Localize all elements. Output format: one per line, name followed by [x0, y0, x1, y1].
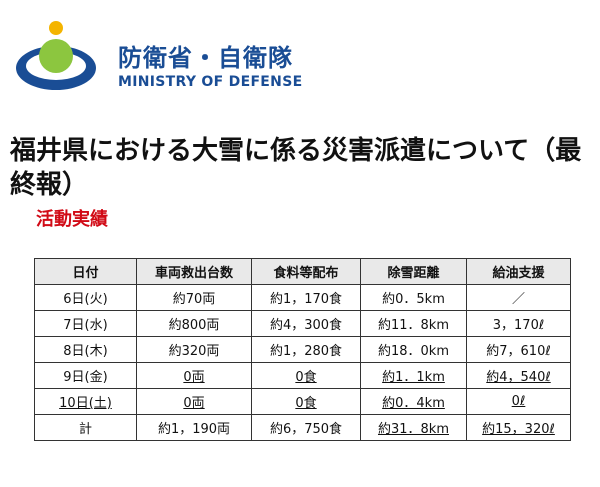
cell-snow: 約1．1km: [360, 362, 467, 389]
cell-food: 約4，300食: [251, 310, 361, 337]
cell-vehicles: 約70両: [136, 284, 252, 311]
cell-fuel: 3，170ℓ: [466, 310, 571, 337]
cell-vehicles: 約800両: [136, 310, 252, 337]
header-food-distribution: 食料等配布: [251, 258, 361, 285]
ministry-logo-icon: [16, 21, 96, 90]
cell-date: 9日(金): [34, 362, 137, 389]
section-heading: 活動実績: [36, 209, 108, 230]
cell-fuel: 約15，320ℓ: [466, 414, 571, 441]
cell-food: 0食: [251, 362, 361, 389]
cell-date: 8日(木): [34, 336, 137, 363]
cell-snow: 約18．0km: [360, 336, 467, 363]
table-total-row: 計 約1，190両 約6，750食 約31．8km 約15，320ℓ: [34, 414, 571, 441]
cell-fuel: 0ℓ: [466, 388, 571, 415]
table-row: 10日(土) 0両 0食 約0．4km 0ℓ: [34, 388, 571, 415]
cell-food: 約1，280食: [251, 336, 361, 363]
page-title: 福井県における大雪に係る災害派遣について（最終報）: [10, 136, 582, 200]
cell-snow: 約31．8km: [360, 414, 467, 441]
cell-date: 6日(火): [34, 284, 137, 311]
ministry-name-en: MINISTRY OF DEFENSE: [118, 74, 303, 90]
cell-vehicles: 約320両: [136, 336, 252, 363]
header-snow-removal: 除雪距離: [360, 258, 467, 285]
header: 防衛省・自衛隊 MINISTRY OF DEFENSE: [0, 0, 600, 112]
ministry-name-jp: 防衛省・自衛隊: [118, 44, 293, 72]
cell-snow: 約0．4km: [360, 388, 467, 415]
cell-food: 0食: [251, 388, 361, 415]
cell-fuel: ／: [466, 284, 571, 311]
header-fuel-support: 給油支援: [466, 258, 571, 285]
table-row: 8日(木) 約320両 約1，280食 約18．0km 約7，610ℓ: [34, 336, 571, 363]
table-row: 7日(水) 約800両 約4，300食 約11．8km 3，170ℓ: [34, 310, 571, 337]
cell-snow: 約0．5km: [360, 284, 467, 311]
table-header-row: 日付 車両救出台数 食料等配布 除雪距離 給油支援: [34, 258, 571, 285]
cell-total-label: 計: [34, 414, 137, 441]
cell-fuel: 約7，610ℓ: [466, 336, 571, 363]
table-row: 9日(金) 0両 0食 約1．1km 約4，540ℓ: [34, 362, 571, 389]
table-row: 6日(火) 約70両 約1，170食 約0．5km ／: [34, 284, 571, 311]
cell-food: 約6，750食: [251, 414, 361, 441]
cell-fuel: 約4，540ℓ: [466, 362, 571, 389]
cell-date: 7日(水): [34, 310, 137, 337]
cell-date: 10日(土): [34, 388, 137, 415]
cell-vehicles: 約1，190両: [136, 414, 252, 441]
cell-vehicles: 0両: [136, 388, 252, 415]
cell-snow: 約11．8km: [360, 310, 467, 337]
cell-vehicles: 0両: [136, 362, 252, 389]
header-vehicle-rescues: 車両救出台数: [136, 258, 252, 285]
header-date: 日付: [34, 258, 137, 285]
cell-food: 約1，170食: [251, 284, 361, 311]
activity-results-table: 日付 車両救出台数 食料等配布 除雪距離 給油支援 6日(火) 約70両 約1，…: [34, 258, 571, 441]
